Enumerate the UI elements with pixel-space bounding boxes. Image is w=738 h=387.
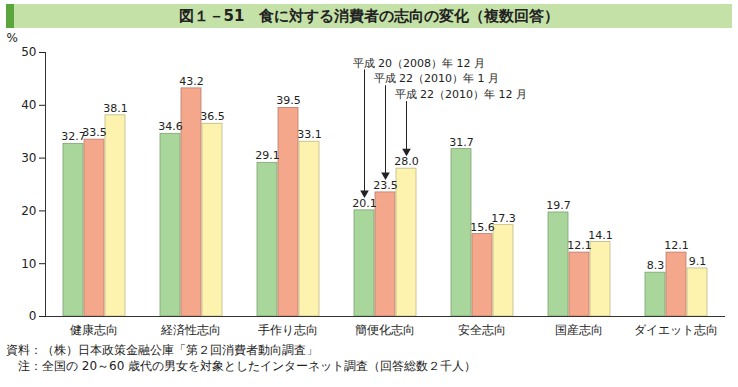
svg-text:17.3: 17.3 — [491, 212, 516, 225]
svg-text:33.5: 33.5 — [82, 126, 107, 139]
svg-text:平成 20（2008）年 12 月: 平成 20（2008）年 12 月 — [353, 57, 485, 70]
svg-text:平成 22（2010）年 1 月: 平成 22（2010）年 1 月 — [374, 72, 499, 85]
svg-text:43.2: 43.2 — [179, 75, 204, 88]
svg-text:健康志向: 健康志向 — [70, 323, 118, 337]
svg-text:12.1: 12.1 — [664, 239, 689, 252]
svg-text:40: 40 — [21, 98, 36, 112]
svg-text:簡便化志向: 簡便化志向 — [355, 323, 415, 337]
svg-text:19.7: 19.7 — [546, 199, 571, 212]
svg-text:20.1: 20.1 — [352, 197, 377, 210]
svg-text:国産志向: 国産志向 — [555, 323, 603, 337]
html-text:注：全国の 20～60 歳代の男女を対象としたインターネット: 注：全国の 20～60 歳代の男女を対象としたインターネット調査（回答総数２千人… — [6, 359, 477, 373]
svg-text:20: 20 — [21, 204, 36, 218]
svg-text:0: 0 — [29, 309, 37, 323]
svg-text:14.1: 14.1 — [588, 229, 613, 242]
svg-text:28.0: 28.0 — [394, 155, 419, 168]
svg-text:36.5: 36.5 — [200, 110, 225, 123]
svg-text:ダイエット志向: ダイエット志向 — [634, 323, 718, 337]
svg-text:15.6: 15.6 — [470, 220, 495, 234]
svg-text:10: 10 — [21, 257, 36, 271]
svg-text:50: 50 — [21, 45, 36, 59]
svg-text:安全志向: 安全志向 — [458, 323, 506, 337]
html-text:図１－51 食に対する消費者の志向の変化（複数回答）: 図１－51 食に対する消費者の志向の変化（複数回答） — [178, 7, 560, 25]
svg-text:9.1: 9.1 — [689, 255, 707, 268]
svg-text:%: % — [7, 31, 18, 45]
svg-text:39.5: 39.5 — [276, 94, 301, 107]
svg-text:29.1: 29.1 — [255, 149, 280, 162]
svg-text:32.7: 32.7 — [61, 130, 86, 144]
svg-text:手作り志向: 手作り志向 — [258, 323, 318, 337]
svg-text:34.6: 34.6 — [158, 120, 183, 133]
svg-text:経済性志向: 経済性志向 — [160, 323, 221, 337]
svg-text:23.5: 23.5 — [373, 179, 398, 192]
svg-text:8.3: 8.3 — [647, 259, 665, 272]
svg-text:31.7: 31.7 — [449, 136, 474, 149]
svg-text:12.1: 12.1 — [567, 239, 592, 253]
svg-text:平成 22（2010）年 12 月: 平成 22（2010）年 12 月 — [395, 88, 527, 101]
html-text:資料：（株）日本政策金融公庫「第２回消費者動向調査」: 資料：（株）日本政策金融公庫「第２回消費者動向調査」 — [6, 343, 318, 357]
svg-text:33.1: 33.1 — [297, 128, 322, 141]
svg-text:30: 30 — [21, 151, 36, 165]
svg-text:38.1: 38.1 — [103, 102, 128, 115]
